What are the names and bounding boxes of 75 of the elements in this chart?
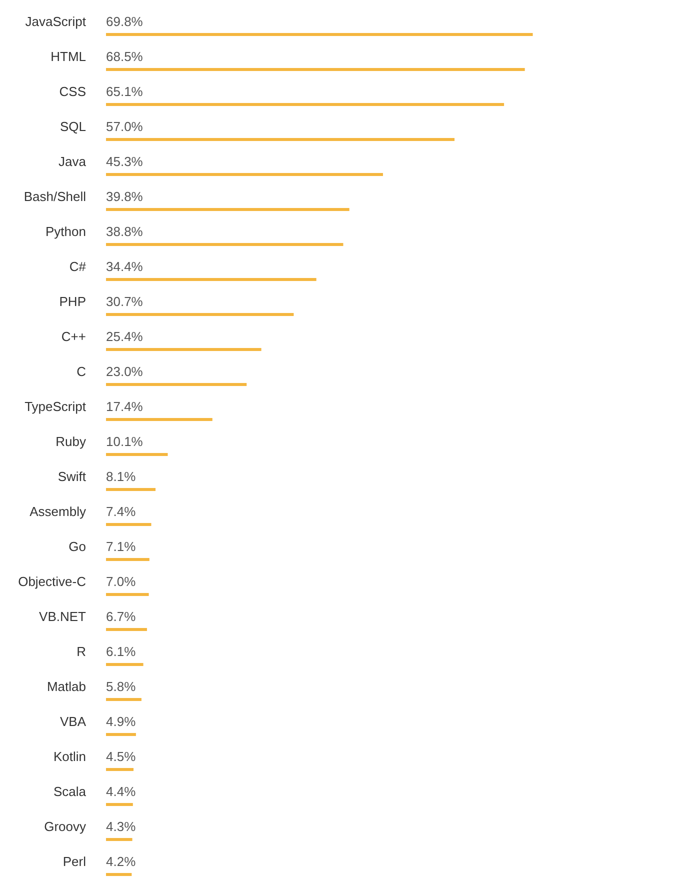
bar [106, 488, 156, 491]
bar [106, 348, 262, 351]
bar [106, 243, 344, 246]
data-label: 4.3% [106, 819, 136, 834]
data-label: 8.1% [106, 469, 136, 484]
y-tick-label: VBA [60, 714, 86, 729]
y-tick-label: Objective-C [18, 574, 86, 589]
bar [106, 873, 132, 876]
bar [106, 173, 383, 176]
data-label: 45.3% [106, 154, 144, 169]
y-tick-label: C [76, 364, 86, 379]
y-tick-label: Kotlin [53, 749, 86, 764]
bar [106, 803, 133, 806]
y-tick-label: HTML [50, 49, 86, 64]
bar [106, 628, 147, 631]
data-label: 6.1% [106, 644, 136, 659]
data-label: 4.4% [106, 784, 136, 799]
bar [106, 313, 294, 316]
data-label: 69.8% [106, 14, 144, 29]
bar [106, 698, 142, 701]
y-tick-label: PHP [59, 294, 86, 309]
y-tick-label: Bash/Shell [24, 189, 86, 204]
y-tick-label: Python [46, 224, 86, 239]
y-tick-label: JavaScript [25, 14, 86, 29]
y-tick-label: R [76, 644, 86, 659]
y-tick-label: Perl [62, 854, 86, 869]
data-label: 30.7% [106, 294, 144, 309]
bar [106, 768, 134, 771]
data-label: 5.8% [106, 679, 136, 694]
y-tick-label: SQL [60, 119, 86, 134]
y-tick-label: C# [69, 259, 87, 274]
y-tick-label: C++ [61, 329, 86, 344]
bar [106, 663, 144, 666]
data-label: 7.4% [106, 504, 136, 519]
data-label: 4.5% [106, 749, 136, 764]
y-tick-label: Scala [53, 784, 87, 799]
y-tick-label: VB.NET [39, 609, 86, 624]
data-label: 38.8% [106, 224, 144, 239]
bar [106, 733, 136, 736]
bar [106, 558, 150, 561]
data-label: 57.0% [106, 119, 144, 134]
y-tick-label: Ruby [56, 434, 86, 449]
bar [106, 138, 455, 141]
data-label: 68.5% [106, 49, 144, 64]
data-label: 23.0% [106, 364, 144, 379]
y-tick-label: Go [68, 539, 86, 554]
y-tick-label: Matlab [46, 679, 86, 694]
y-tick-label: Assembly [30, 504, 86, 519]
data-label: 34.4% [106, 259, 144, 274]
data-label: 4.9% [106, 714, 136, 729]
data-label: 7.1% [106, 539, 136, 554]
y-tick-label: CSS [59, 84, 86, 99]
data-label: 6.7% [106, 609, 136, 624]
bar [106, 453, 168, 456]
data-label: 10.1% [106, 434, 144, 449]
bar [106, 103, 504, 106]
bar [106, 838, 132, 841]
data-label: 65.1% [106, 84, 144, 99]
data-label: 25.4% [106, 329, 144, 344]
y-tick-label: TypeScript [24, 399, 86, 414]
y-tick-label: Groovy [44, 819, 86, 834]
data-label: 7.0% [106, 574, 136, 589]
data-label: 39.8% [106, 189, 144, 204]
bar [106, 593, 149, 596]
y-tick-label: Java [58, 154, 87, 169]
data-label: 17.4% [106, 399, 144, 414]
bar [106, 383, 247, 386]
y-tick-label: Swift [58, 469, 86, 484]
bar [106, 418, 212, 421]
bar [106, 523, 152, 526]
bar [106, 278, 316, 281]
bar [106, 68, 525, 71]
data-label: 4.2% [106, 854, 136, 869]
bar [106, 33, 533, 36]
bar [106, 208, 350, 211]
